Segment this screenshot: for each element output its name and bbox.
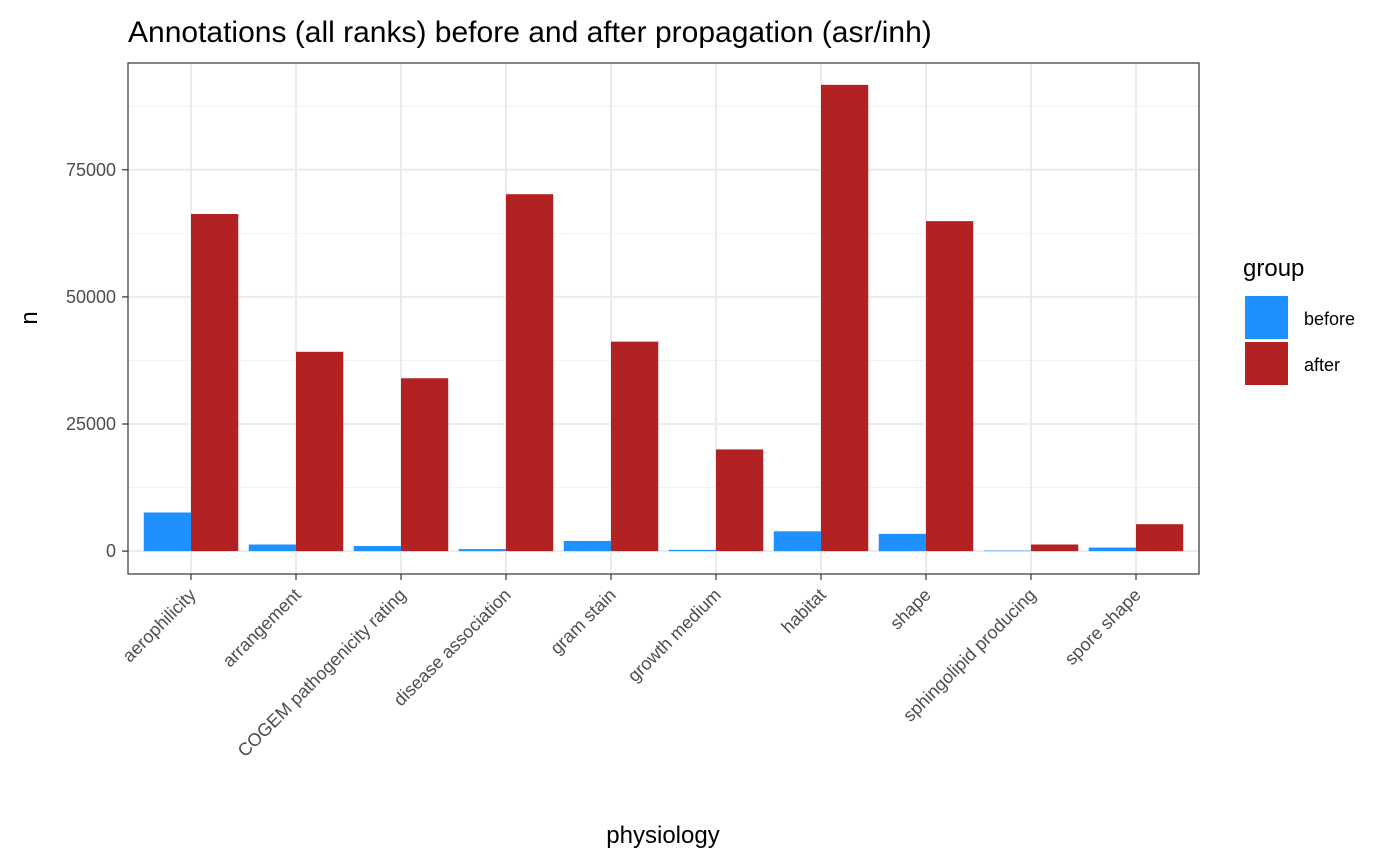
bar-before-cogem-pathogenicity-rating — [353, 546, 401, 552]
bar-after-growth-medium — [716, 449, 764, 552]
y-tick-label: 50000 — [66, 287, 116, 307]
plot-panel — [128, 63, 1199, 574]
bar-after-cogem-pathogenicity-rating — [401, 378, 449, 552]
y-tick-label: 75000 — [66, 160, 116, 180]
bar-after-arrangement — [296, 351, 344, 552]
plot-border — [127, 62, 1200, 575]
x-tick-label: habitat — [777, 585, 829, 637]
x-tick-label: COGEM pathogenicity rating — [234, 585, 410, 761]
bar-before-disease-association — [458, 549, 506, 552]
y-tick-label: 25000 — [66, 414, 116, 434]
x-tick-label: gram stain — [546, 585, 620, 659]
y-tick-label: 0 — [106, 541, 116, 561]
bar-after-aerophilicity — [191, 214, 239, 552]
legend-key-before — [1245, 296, 1288, 339]
x-tick-label: growth medium — [624, 585, 725, 686]
bar-before-shape — [878, 533, 926, 552]
bar-before-gram-stain — [563, 540, 611, 552]
bar-before-spore-shape — [1088, 547, 1136, 552]
bar-after-gram-stain — [611, 341, 659, 552]
bar-after-shape — [926, 221, 974, 552]
chart-title: Annotations (all ranks) before and after… — [128, 16, 932, 49]
bar-after-sphingolipid-producing — [1031, 544, 1079, 552]
bar-before-growth-medium — [668, 549, 716, 552]
bar-before-arrangement — [248, 544, 296, 552]
x-axis-title: physiology — [606, 822, 719, 849]
y-axis: 0 25000 50000 75000 — [66, 160, 128, 561]
bar-before-aerophilicity — [143, 512, 191, 552]
bar-after-habitat — [821, 84, 869, 552]
bar-after-disease-association — [506, 194, 554, 552]
x-tick-label: shape — [886, 585, 935, 634]
legend-key-after — [1245, 342, 1288, 385]
x-tick-label: spore shape — [1061, 585, 1145, 669]
legend: group before after — [1243, 255, 1355, 385]
bar-before-habitat — [773, 531, 821, 552]
legend-label-before: before — [1304, 309, 1355, 329]
legend-title: group — [1243, 255, 1304, 282]
bar-before-sphingolipid-producing — [983, 550, 1031, 552]
x-tick-label: aerophilicity — [118, 585, 199, 666]
bar-after-spore-shape — [1136, 524, 1184, 552]
y-axis-title: n — [16, 311, 43, 324]
bars — [143, 84, 1184, 552]
legend-label-after: after — [1304, 355, 1340, 375]
x-tick-label: disease association — [390, 585, 515, 710]
x-tick-label: arrangement — [219, 585, 305, 671]
